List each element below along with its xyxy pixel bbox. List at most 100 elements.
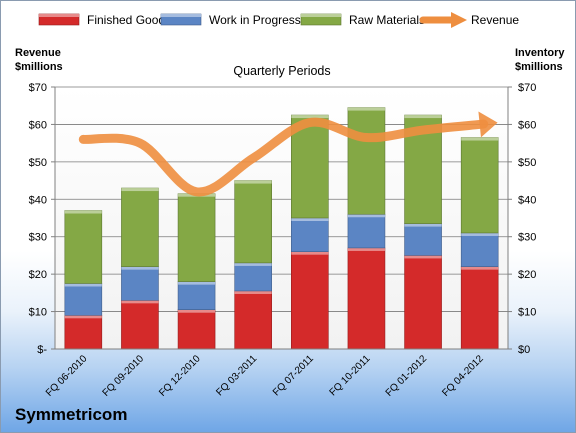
bar-segment-body — [121, 187, 159, 267]
bar-segment-body — [177, 281, 216, 310]
bars — [64, 107, 499, 350]
bar-segment-cap — [178, 309, 216, 313]
right-axis: $0 $10 $20 $30 $40 $50 $60 $70 — [507, 82, 536, 356]
bar-segment-work-in-progress — [291, 217, 329, 252]
bar-segment-cap — [461, 232, 499, 236]
x-tick-label: FQ 09-2010 — [101, 353, 147, 399]
bar-segment-cap — [461, 137, 499, 141]
x-tick-label: FQ 01-2012 — [384, 353, 430, 399]
legend-swatch-arrow — [451, 12, 467, 28]
bar-segment-finished-goods — [234, 290, 272, 350]
left-tick-label: $10 — [29, 307, 47, 319]
bar-segment-cap — [121, 300, 159, 304]
right-tick-label: $50 — [518, 157, 536, 169]
left-axis: $- $10 $20 $30 $40 $50 $60 $70 — [29, 82, 56, 356]
right-tick-label: $70 — [518, 82, 536, 94]
bar-segment-work-in-progress — [64, 283, 103, 316]
bar-segment-work-in-progress — [347, 213, 386, 249]
left-tick-label: $20 — [29, 269, 47, 281]
bar-segment-finished-goods — [64, 315, 103, 350]
bar-segment-body — [177, 309, 216, 350]
bar-segment-finished-goods — [404, 255, 442, 350]
bar-segment-cap — [404, 223, 442, 227]
bar-segment-body — [64, 315, 103, 350]
legend-item-revenue: Revenue — [419, 12, 519, 28]
right-axis-title-line1: Inventory — [515, 47, 565, 59]
right-tick-label: $30 — [518, 232, 536, 244]
x-tick-label: FQ 04-2012 — [440, 353, 486, 399]
x-tick-label: FQ 12-2010 — [157, 353, 203, 399]
bar-segment-body — [234, 290, 272, 350]
bar-segment-body — [64, 210, 103, 284]
bar-segment-cap — [178, 281, 216, 285]
legend-item-raw-materials: Raw Materials — [300, 13, 425, 27]
bar-segment-cap — [291, 115, 329, 119]
bar-segment-cap — [404, 115, 442, 119]
left-axis-title-line2: $millions — [15, 61, 63, 73]
legend-label: Finished Goods — [87, 13, 171, 27]
left-tick-label: $50 — [29, 157, 47, 169]
bar-segment-body — [121, 300, 159, 350]
legend-label: Work in Progress — [209, 13, 301, 27]
bar-segment-body — [121, 266, 159, 301]
bar-segment-body — [64, 283, 103, 316]
bar-segment-body — [347, 213, 386, 249]
x-tick-label: FQ 03-2011 — [214, 353, 259, 398]
bar-segment-work-in-progress — [234, 262, 272, 292]
bar-segment-body — [291, 251, 329, 350]
bar-segment-body — [347, 247, 386, 350]
legend-swatch-cap — [161, 14, 201, 17]
left-tick-label: $30 — [29, 232, 47, 244]
x-axis: FQ 06-2010 FQ 09-2010 FQ 12-2010 FQ 03-2011… — [44, 348, 508, 399]
bar-segment-cap — [461, 266, 499, 270]
bar-segment-raw-materials — [234, 180, 272, 264]
bar-segment-cap — [347, 214, 385, 218]
left-axis-title-line1: Revenue — [15, 47, 61, 59]
left-tick-label: $60 — [29, 119, 47, 131]
right-tick-label: $10 — [518, 307, 536, 319]
bar-segment-cap — [291, 251, 329, 255]
bar-segment-raw-materials — [460, 137, 499, 234]
bar-segment-cap — [347, 247, 385, 251]
bar-segment-body — [404, 255, 442, 350]
bar-segment-raw-materials — [347, 107, 386, 215]
bar-segment-cap — [347, 107, 385, 111]
bar-segment-cap — [121, 266, 159, 270]
left-tick-label: $70 — [29, 82, 47, 94]
legend-item-finished-goods: Finished Goods — [38, 13, 171, 27]
legend-label: Raw Materials — [349, 13, 425, 27]
bar-segment-finished-goods — [177, 309, 216, 350]
bar-segment-body — [347, 107, 386, 215]
bar-segment-finished-goods — [121, 300, 159, 350]
bar-segment-body — [291, 114, 329, 219]
legend-item-work-in-progress: Work in Progress — [160, 13, 301, 27]
bar-segment-body — [234, 180, 272, 264]
bar-segment-finished-goods — [291, 251, 329, 350]
bar-segment-body — [460, 232, 499, 267]
right-tick-label: $0 — [518, 344, 530, 356]
legend-swatch-cap — [301, 14, 341, 17]
bar-segment-cap — [404, 255, 442, 259]
bar-segment-raw-materials — [291, 114, 329, 219]
bar-segment-raw-materials — [121, 187, 159, 267]
bar-segment-raw-materials — [177, 193, 216, 282]
legend-swatch-cap — [39, 14, 79, 17]
bar-segment-cap — [64, 210, 102, 214]
bar-segment-body — [234, 262, 272, 292]
right-tick-label: $20 — [518, 269, 536, 281]
bar-segment-finished-goods — [347, 247, 386, 350]
left-tick-label: $40 — [29, 194, 47, 206]
company-name: Symmetricom — [15, 405, 128, 424]
bar-segment-cap — [64, 283, 102, 287]
right-tick-label: $60 — [518, 119, 536, 131]
bar-segment-cap — [234, 262, 272, 266]
x-tick-label: FQ 10-2011 — [328, 353, 373, 398]
bar-segment-raw-materials — [64, 210, 103, 284]
bar-segment-work-in-progress — [121, 266, 159, 301]
right-axis-title-line2: $millions — [515, 61, 563, 73]
bar-segment-body — [404, 223, 442, 256]
bar-segment-finished-goods — [460, 266, 499, 350]
revenue-line — [78, 111, 498, 197]
